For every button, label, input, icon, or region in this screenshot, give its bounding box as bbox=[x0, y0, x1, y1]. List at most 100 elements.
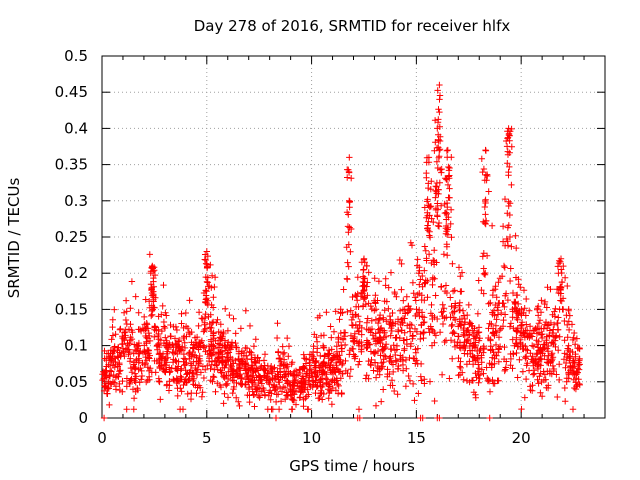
data-point bbox=[165, 387, 173, 394]
data-point bbox=[170, 349, 177, 357]
data-point bbox=[157, 396, 164, 403]
data-point bbox=[189, 344, 196, 351]
data-point bbox=[108, 336, 115, 343]
data-point bbox=[178, 310, 185, 317]
data-point bbox=[321, 353, 328, 360]
data-point bbox=[505, 222, 512, 229]
data-point bbox=[389, 382, 396, 389]
data-point bbox=[436, 153, 443, 160]
x-tick-label: 10 bbox=[302, 429, 321, 447]
data-point bbox=[419, 414, 426, 422]
data-point bbox=[420, 334, 427, 342]
data-point bbox=[106, 373, 114, 380]
data-point bbox=[488, 222, 496, 229]
data-point bbox=[534, 361, 541, 369]
data-point bbox=[222, 357, 229, 364]
data-point bbox=[143, 378, 150, 386]
data-point bbox=[564, 321, 571, 329]
data-point bbox=[167, 368, 174, 375]
data-point bbox=[562, 364, 569, 371]
data-point bbox=[143, 357, 151, 364]
data-point bbox=[407, 328, 414, 335]
data-point bbox=[277, 374, 284, 381]
data-point bbox=[448, 154, 455, 161]
data-points bbox=[99, 81, 583, 422]
data-point bbox=[99, 376, 106, 384]
data-point bbox=[290, 388, 297, 395]
data-point bbox=[482, 217, 490, 225]
data-point bbox=[344, 276, 351, 283]
data-point bbox=[157, 337, 164, 344]
data-point bbox=[561, 337, 568, 344]
data-point bbox=[526, 307, 533, 314]
data-point bbox=[184, 390, 191, 398]
data-point bbox=[157, 350, 164, 357]
data-point bbox=[160, 281, 167, 289]
axis-tick-labels: 0 0.05 0.1 0.15 0.2 0.25 0.3 0.35 0.4 0.45 0.5 0 5 10… bbox=[55, 47, 531, 447]
data-point bbox=[495, 358, 502, 365]
data-point bbox=[268, 390, 275, 397]
data-point bbox=[355, 406, 363, 413]
data-point bbox=[438, 283, 445, 290]
data-point bbox=[156, 378, 163, 386]
data-point bbox=[441, 338, 448, 346]
data-point bbox=[565, 326, 573, 334]
data-point bbox=[312, 373, 319, 380]
data-point bbox=[564, 353, 571, 361]
data-point bbox=[472, 339, 479, 346]
data-point bbox=[210, 294, 217, 301]
data-point bbox=[332, 387, 340, 394]
data-point bbox=[350, 337, 357, 344]
data-point bbox=[412, 312, 419, 320]
data-point bbox=[203, 278, 211, 285]
data-point bbox=[492, 341, 500, 349]
data-point bbox=[451, 287, 458, 294]
data-point bbox=[211, 357, 218, 365]
data-point bbox=[507, 320, 515, 327]
data-point bbox=[361, 286, 368, 294]
data-point bbox=[276, 379, 283, 386]
data-point bbox=[310, 369, 318, 377]
data-point bbox=[178, 320, 185, 327]
data-point bbox=[190, 381, 197, 388]
data-point bbox=[173, 343, 180, 351]
data-point bbox=[440, 305, 448, 312]
data-point bbox=[339, 370, 346, 377]
data-point bbox=[519, 368, 527, 375]
data-point bbox=[151, 323, 158, 330]
data-point bbox=[163, 382, 170, 389]
data-point bbox=[313, 334, 320, 341]
data-point bbox=[275, 349, 282, 356]
data-point bbox=[500, 316, 507, 324]
data-point bbox=[340, 286, 347, 293]
data-point bbox=[196, 340, 203, 347]
data-point bbox=[392, 320, 399, 327]
data-point bbox=[514, 343, 521, 350]
data-point bbox=[128, 326, 135, 334]
data-point bbox=[455, 372, 462, 379]
data-point bbox=[313, 338, 321, 345]
data-point bbox=[251, 403, 258, 410]
data-point bbox=[535, 360, 543, 368]
data-point bbox=[457, 273, 464, 280]
data-point bbox=[176, 347, 184, 354]
data-point bbox=[232, 339, 239, 347]
data-point bbox=[520, 287, 528, 294]
data-point bbox=[495, 346, 503, 353]
data-point bbox=[491, 380, 498, 387]
data-point bbox=[414, 360, 421, 367]
data-point bbox=[481, 203, 488, 211]
data-point bbox=[476, 371, 484, 378]
data-point bbox=[472, 334, 480, 341]
data-point bbox=[487, 337, 494, 344]
data-point bbox=[125, 326, 133, 333]
data-point bbox=[246, 348, 254, 355]
data-point bbox=[211, 283, 218, 291]
data-point bbox=[332, 308, 339, 315]
data-point bbox=[300, 396, 307, 403]
data-point bbox=[447, 206, 455, 213]
data-point bbox=[557, 255, 565, 262]
data-point bbox=[372, 374, 380, 381]
data-point bbox=[142, 360, 149, 367]
data-point bbox=[364, 344, 371, 351]
